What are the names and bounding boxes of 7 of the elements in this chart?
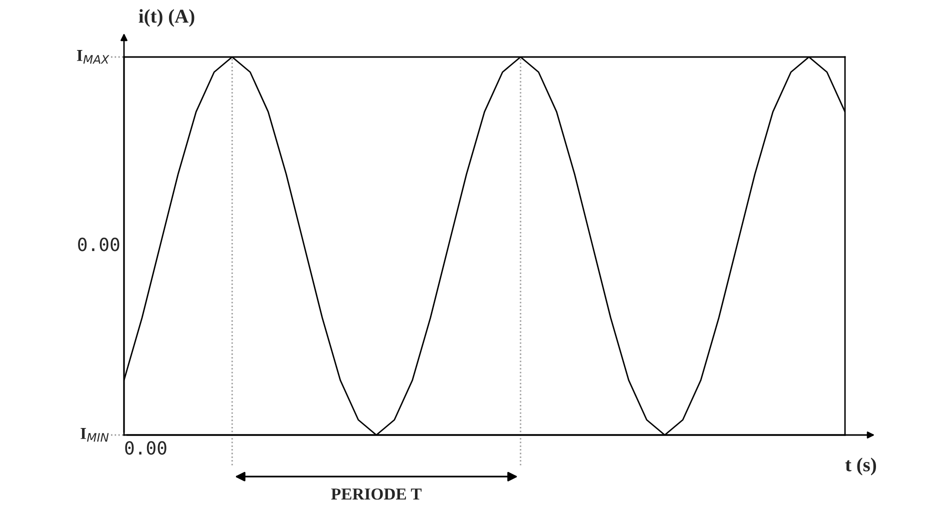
text: I$_{MIN}$	[80, 428, 109, 442]
y-axis-title: i(t) (A)	[138, 9, 194, 27]
x-axis-title: t (s)	[845, 458, 876, 476]
text: PERIODE T	[331, 488, 422, 500]
text: 0.00	[78, 238, 120, 252]
text: 0.00	[125, 441, 166, 455]
text: I$_{MAX}$	[76, 50, 110, 64]
